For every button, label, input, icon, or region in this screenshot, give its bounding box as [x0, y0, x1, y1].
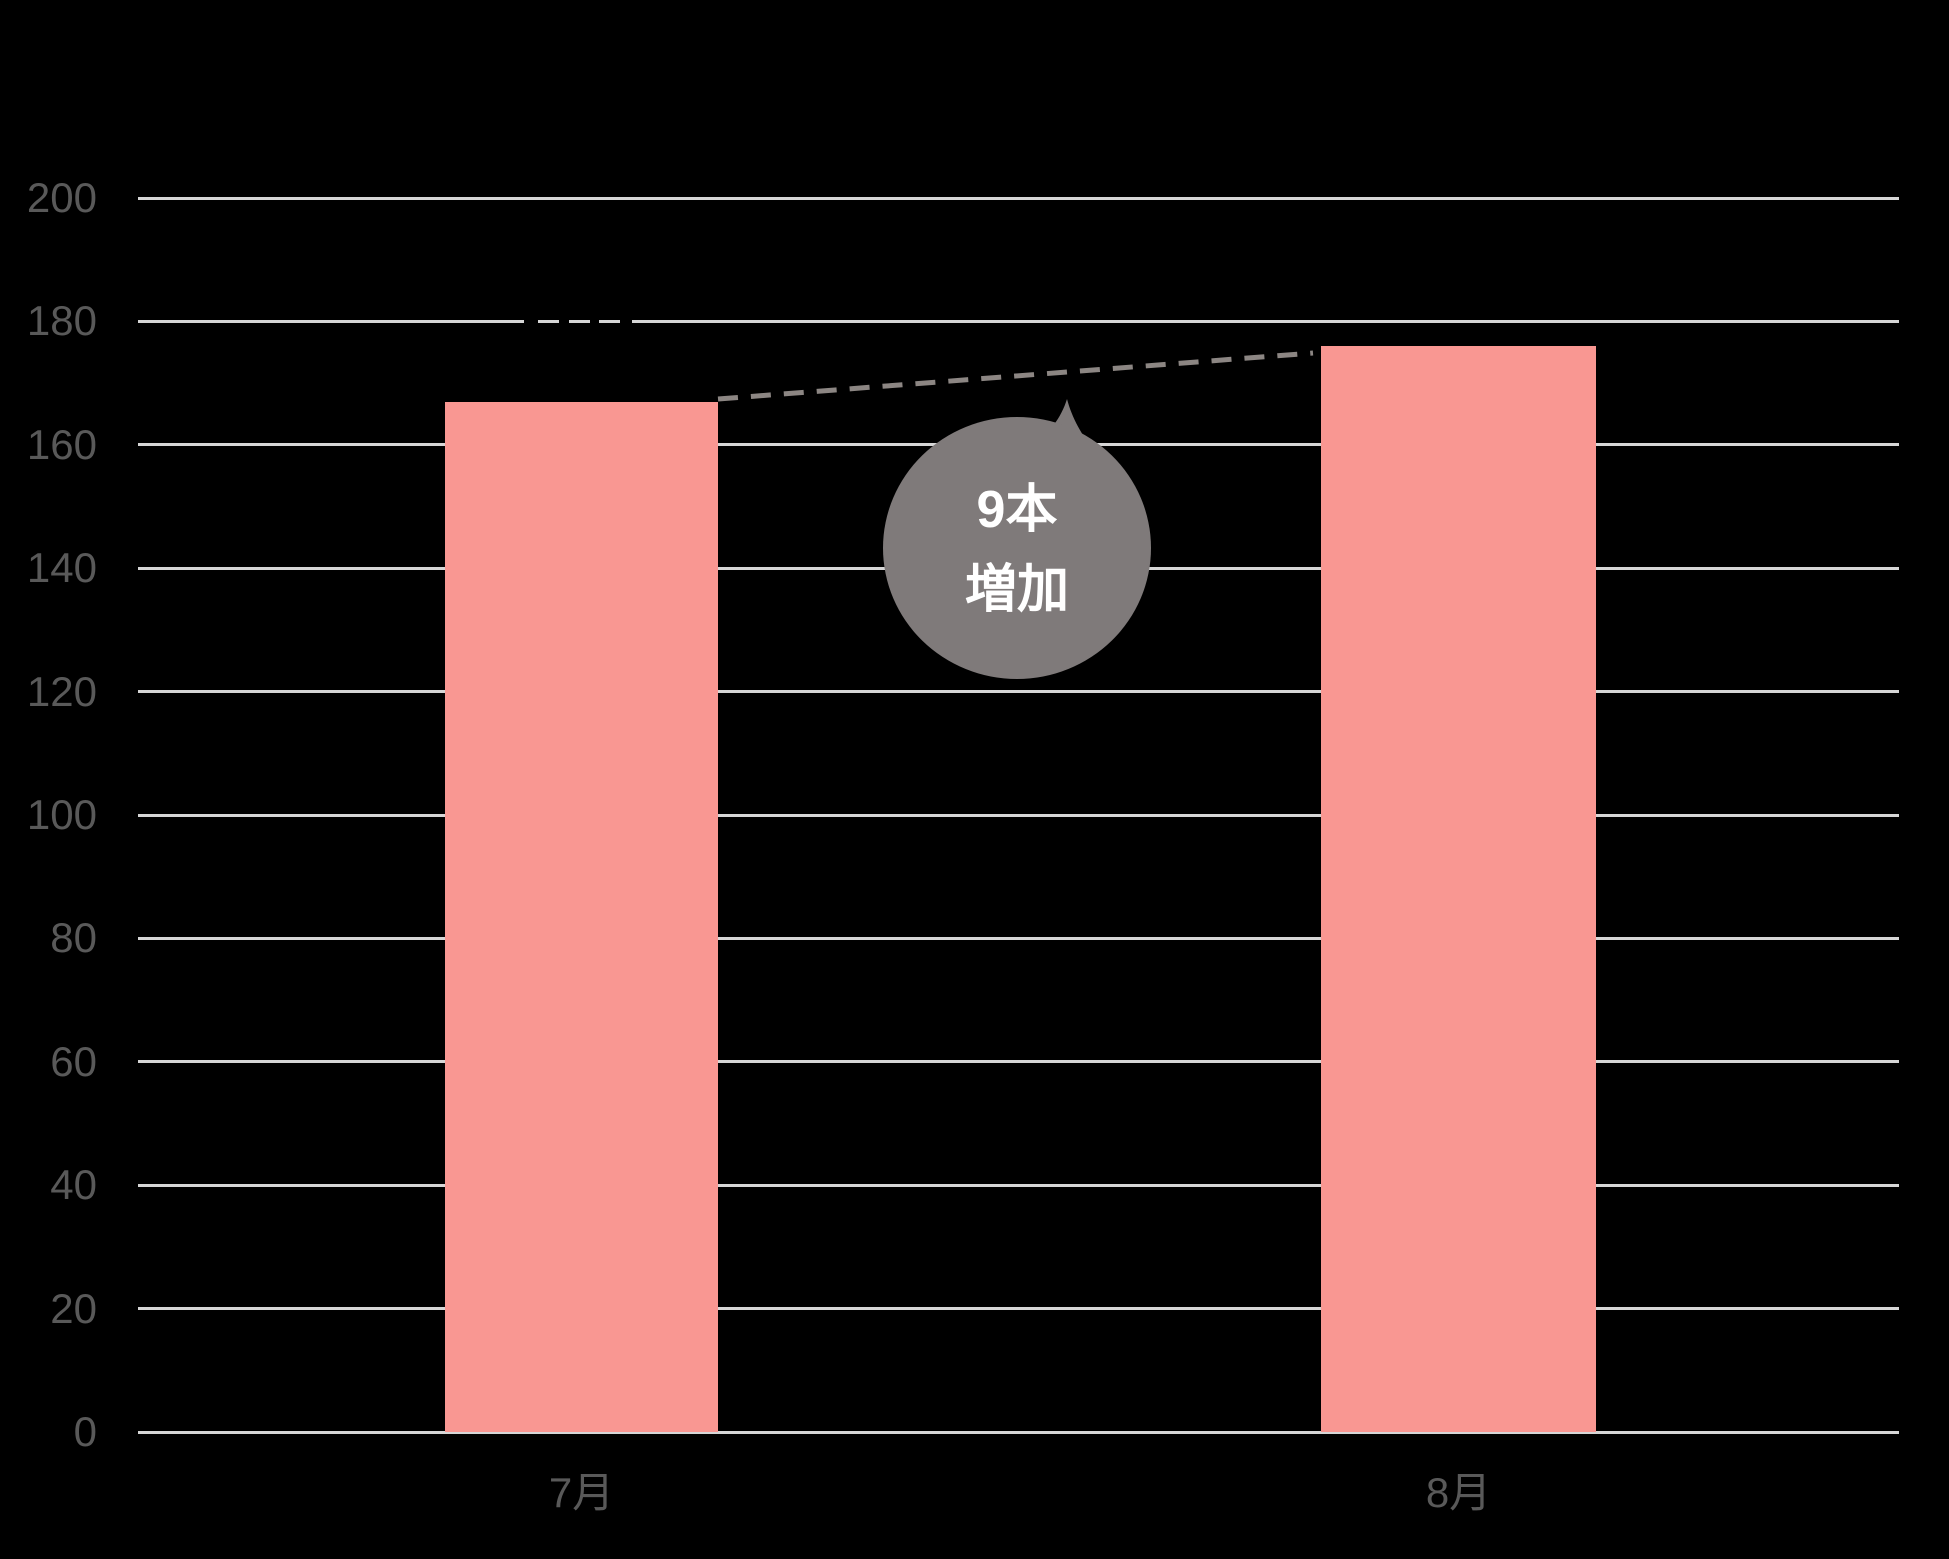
x-axis-category-label: 7月: [548, 1469, 615, 1516]
annotation-bubble-text: 9本 増加: [887, 470, 1147, 630]
gridline: [138, 1060, 1899, 1064]
gridline-dash: [538, 319, 559, 323]
gridline: [138, 1183, 1899, 1187]
gridline: [138, 813, 1899, 817]
y-axis-tick-label: 0: [73, 1408, 97, 1455]
annotation-line-2: 増加: [964, 561, 1069, 619]
y-axis-tick-label: 80: [50, 914, 97, 962]
gridline: [138, 690, 1899, 694]
gridline: [138, 1307, 1899, 1311]
y-axis-tick-label: 180: [26, 297, 97, 345]
y-axis-tick-label: 40: [50, 1161, 97, 1209]
gridline: [138, 936, 1899, 940]
y-axis-tick-label: 100: [26, 791, 97, 838]
bar-8月: [1321, 346, 1596, 1432]
bar-7月: [445, 401, 718, 1432]
x-axis-category-label: 8月: [1425, 1469, 1492, 1516]
y-axis-tick-label: 160: [26, 420, 97, 468]
gridline: [138, 196, 1899, 200]
gridline: [138, 1430, 1899, 1434]
gridline-dash: [569, 319, 590, 323]
y-axis-tick-label: 200: [26, 174, 97, 221]
y-axis-tick-label: 20: [50, 1284, 97, 1332]
gridline: [138, 443, 1899, 447]
annotation-line-1: 9本: [976, 481, 1058, 539]
gridline-dash: [599, 319, 620, 323]
y-axis-tick-label: 120: [26, 667, 97, 715]
y-axis-tick-label: 60: [50, 1037, 97, 1085]
gridline: [138, 319, 1899, 323]
increase-connector-dashed-line: [717, 350, 1314, 402]
y-axis-tick-label: 140: [26, 544, 97, 592]
